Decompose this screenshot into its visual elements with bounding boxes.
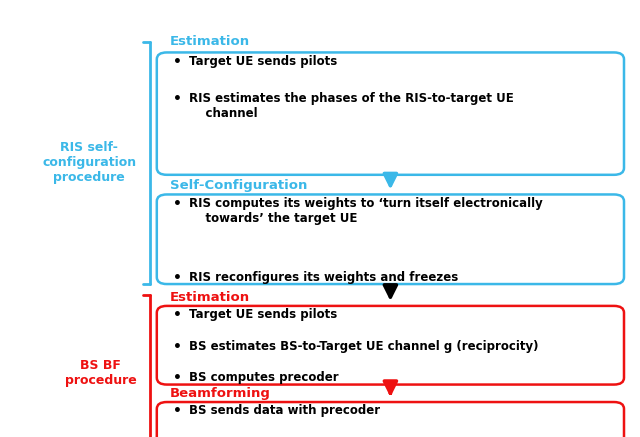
Text: •: • (173, 197, 182, 211)
Text: BS sends data with precoder: BS sends data with precoder (189, 404, 380, 417)
Text: •: • (173, 308, 182, 322)
FancyBboxPatch shape (157, 194, 624, 284)
Text: RIS self-
configuration
procedure: RIS self- configuration procedure (42, 141, 136, 184)
Text: RIS computes its weights to ‘turn itself electronically
    towards’ the target : RIS computes its weights to ‘turn itself… (189, 197, 543, 225)
Text: •: • (173, 404, 182, 418)
FancyBboxPatch shape (157, 402, 624, 437)
Text: BS BF
procedure: BS BF procedure (65, 358, 136, 387)
Text: Estimation: Estimation (170, 291, 250, 304)
Text: Estimation: Estimation (170, 35, 250, 48)
Text: •: • (173, 55, 182, 69)
FancyBboxPatch shape (157, 52, 624, 175)
Text: •: • (173, 340, 182, 354)
Text: RIS estimates the phases of the RIS-to-target UE
    channel: RIS estimates the phases of the RIS-to-t… (189, 92, 513, 120)
Text: Beamforming: Beamforming (170, 387, 271, 400)
Text: Self-Configuration: Self-Configuration (170, 179, 307, 192)
FancyBboxPatch shape (157, 306, 624, 385)
Text: •: • (173, 271, 182, 285)
Text: BS estimates BS-to-Target UE channel g (reciprocity): BS estimates BS-to-Target UE channel g (… (189, 340, 538, 353)
Text: •: • (173, 371, 182, 385)
Text: BS computes precoder: BS computes precoder (189, 371, 339, 384)
Text: •: • (173, 92, 182, 106)
Text: Target UE sends pilots: Target UE sends pilots (189, 308, 337, 321)
Text: Target UE sends pilots: Target UE sends pilots (189, 55, 337, 68)
Text: RIS reconfigures its weights and freezes: RIS reconfigures its weights and freezes (189, 271, 458, 284)
